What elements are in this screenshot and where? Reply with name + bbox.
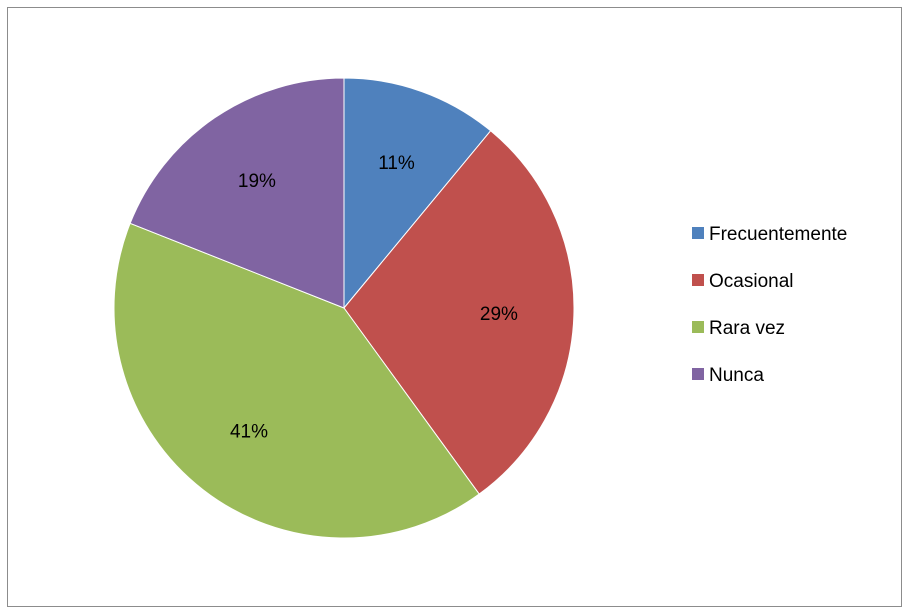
data-label-frecuentemente: 11%	[378, 153, 415, 174]
pie-chart: 11% 29% 41% 19% Frecuentemente Ocasional Rara…	[113, 77, 847, 539]
data-label-nunca: 19%	[238, 171, 276, 192]
legend-item-nunca: Nunca	[692, 365, 764, 386]
pie-data-labels: 11% 29% 41% 19%	[230, 153, 518, 442]
legend-item-ocasional: Ocasional	[692, 271, 794, 292]
pie-slices	[113, 77, 575, 539]
legend-label-frecuentemente: Frecuentemente	[709, 224, 847, 245]
legend: Frecuentemente Ocasional Rara vez Nunca	[692, 224, 847, 386]
data-label-rara-vez: 41%	[230, 422, 268, 443]
chart-area: 11% 29% 41% 19% Frecuentemente Ocasional Rara…	[7, 7, 902, 607]
pie-slice-rara-vez	[113, 222, 480, 539]
legend-swatch-rara-vez	[692, 321, 704, 333]
legend-label-rara-vez: Rara vez	[709, 318, 785, 339]
pie-slice-ocasional	[343, 130, 575, 495]
legend-item-rara-vez: Rara vez	[692, 318, 785, 339]
legend-swatch-ocasional	[692, 274, 704, 286]
legend-swatch-frecuentemente	[692, 227, 704, 239]
data-label-ocasional: 29%	[480, 304, 518, 325]
pie-slice-nunca	[129, 77, 345, 309]
legend-swatch-nunca	[692, 368, 704, 380]
pie-slice-frecuentemente	[343, 77, 492, 310]
legend-label-nunca: Nunca	[709, 365, 764, 386]
legend-label-ocasional: Ocasional	[709, 271, 794, 292]
legend-item-frecuentemente: Frecuentemente	[692, 224, 847, 245]
